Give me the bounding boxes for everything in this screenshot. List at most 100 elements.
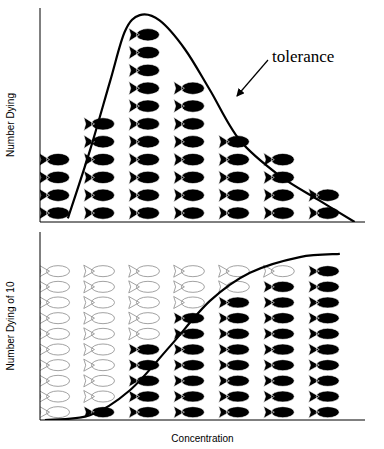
- fish-dying: [219, 153, 250, 166]
- fish-column-total: [40, 265, 70, 418]
- fish-dying: [309, 206, 340, 219]
- fish-dying: [219, 328, 250, 340]
- fish-column-total: [264, 265, 295, 277]
- fish-dying: [264, 375, 295, 387]
- y-axis-label: Number Dying of 10: [5, 281, 16, 370]
- fish-dying: [174, 153, 205, 166]
- fish-column: [174, 312, 205, 418]
- fish-surviving: [84, 281, 115, 293]
- fish-surviving: [129, 296, 160, 308]
- fish-dying: [264, 189, 295, 202]
- fish-dying: [174, 406, 205, 418]
- x-axis-label: Concentration: [171, 433, 233, 444]
- fish-dying: [174, 189, 205, 202]
- fish-dying: [40, 189, 70, 202]
- fish-dying: [309, 328, 340, 340]
- fish-dying: [219, 406, 250, 418]
- fish-dying: [264, 328, 295, 340]
- fish-dying: [309, 375, 340, 387]
- fish-dying: [219, 206, 250, 219]
- fish-dying: [174, 375, 205, 387]
- fish-dying: [309, 312, 340, 324]
- fish-dying: [129, 153, 160, 166]
- fish-dying: [84, 206, 115, 219]
- fish-column-total: [174, 265, 205, 308]
- fish-dying: [84, 171, 115, 184]
- fish-column: [309, 265, 340, 418]
- fish-surviving: [84, 359, 115, 371]
- fish-column: [84, 117, 115, 220]
- fish-surviving: [84, 343, 115, 355]
- fish-dying: [40, 171, 70, 184]
- fish-surviving: [129, 312, 160, 324]
- fish-dying: [264, 281, 295, 293]
- fish-dying: [264, 312, 295, 324]
- fish-dying: [84, 189, 115, 202]
- fish-dying: [219, 375, 250, 387]
- chart-svg: Number Dying tolerance Number Dying of 10 C…: [0, 0, 384, 449]
- fish-dying: [309, 390, 340, 402]
- fish-dying: [219, 343, 250, 355]
- fish-surviving: [40, 328, 70, 340]
- fish-column: [219, 296, 250, 418]
- fish-dying: [264, 206, 295, 219]
- fish-dying: [40, 153, 70, 166]
- annotation-arrow: [237, 60, 268, 96]
- fish-dying: [129, 206, 160, 219]
- fish-column: [129, 343, 160, 418]
- fish-surviving: [84, 328, 115, 340]
- fish-dying: [129, 406, 160, 418]
- fish-surviving: [84, 390, 115, 402]
- plot-area: [40, 14, 355, 222]
- fish-surviving: [40, 296, 70, 308]
- fish-column: [40, 153, 70, 220]
- fish-dying: [174, 117, 205, 130]
- fish-dying: [309, 343, 340, 355]
- fish-dying: [129, 46, 160, 59]
- fish-surviving: [84, 375, 115, 387]
- fish-dying: [174, 99, 205, 112]
- fish-dying: [129, 28, 160, 41]
- fish-dying: [129, 82, 160, 95]
- fish-dying: [219, 189, 250, 202]
- fish-dying: [129, 343, 160, 355]
- fish-surviving: [40, 375, 70, 387]
- fish-column-total: [129, 265, 160, 340]
- fish-dying: [219, 296, 250, 308]
- fish-dying: [129, 189, 160, 202]
- fish-surviving: [174, 281, 205, 293]
- fish-surviving: [40, 343, 70, 355]
- fish-dying: [264, 359, 295, 371]
- fish-dying: [40, 206, 70, 219]
- fish-dying: [129, 117, 160, 130]
- fish-dying: [219, 312, 250, 324]
- fish-dying: [309, 281, 340, 293]
- fish-surviving: [264, 265, 295, 277]
- curve-label: tolerance: [272, 47, 334, 66]
- fish-column-total: [84, 265, 115, 402]
- fish-dying: [174, 171, 205, 184]
- fish-surviving: [174, 265, 205, 277]
- fish-dying: [264, 153, 295, 166]
- fish-dying: [129, 64, 160, 77]
- y-axis: [40, 8, 41, 222]
- fish-surviving: [129, 328, 160, 340]
- plot-area: [40, 254, 340, 420]
- fish-surviving: [84, 296, 115, 308]
- fish-dying: [174, 343, 205, 355]
- fish-surviving: [40, 265, 70, 277]
- x-axis: [40, 222, 365, 223]
- y-axis-label: Number Dying: [5, 93, 16, 157]
- fish-dying: [174, 135, 205, 148]
- fish-surviving: [40, 390, 70, 402]
- fish-dying: [309, 296, 340, 308]
- y-axis: [40, 232, 41, 420]
- fish-dying: [129, 390, 160, 402]
- fish-surviving: [84, 312, 115, 324]
- fish-column: [264, 153, 295, 220]
- fish-surviving: [40, 359, 70, 371]
- fish-dying: [309, 265, 340, 277]
- fish-dying: [219, 390, 250, 402]
- fish-dying: [264, 390, 295, 402]
- fish-dying: [309, 406, 340, 418]
